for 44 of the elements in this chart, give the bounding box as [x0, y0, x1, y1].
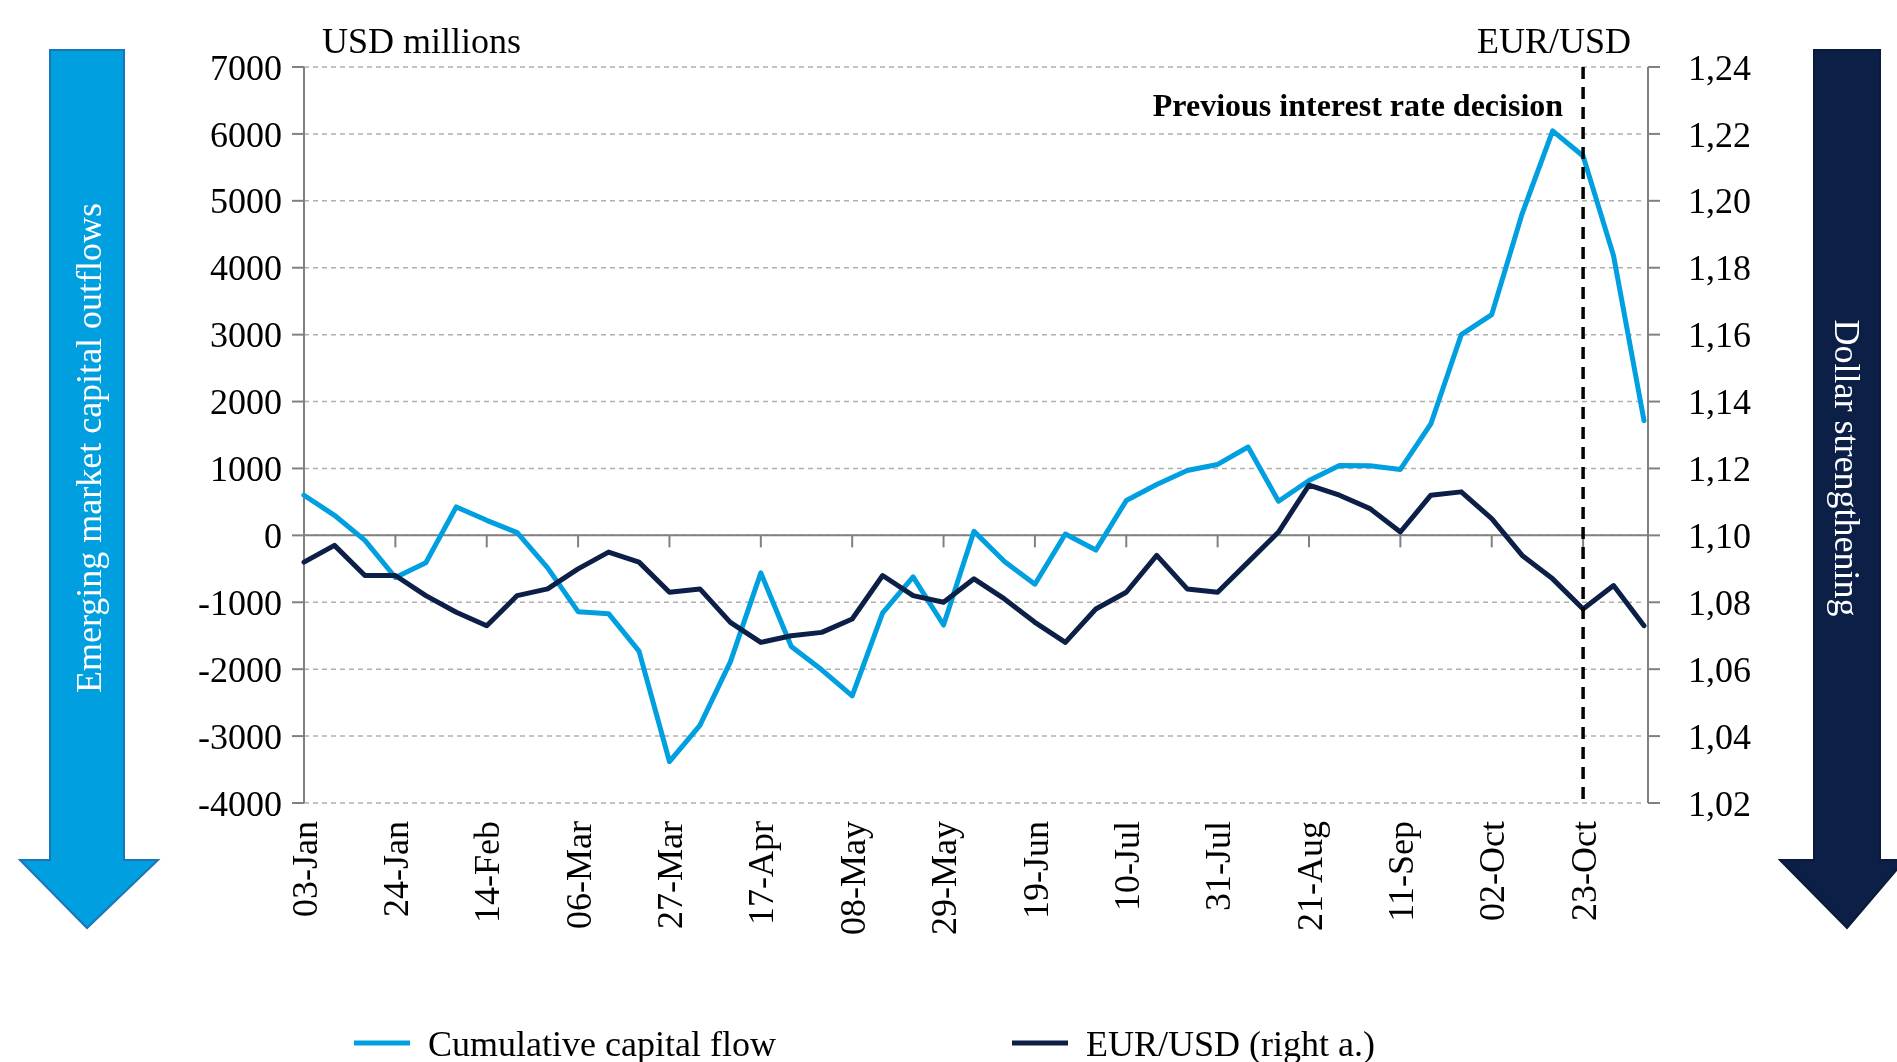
y-tick-label: -4000	[198, 783, 282, 824]
x-tick-label: 06-Mar	[558, 820, 599, 929]
y-tick-label: -3000	[198, 716, 282, 757]
x-tick-label: 02-Oct	[1472, 821, 1513, 921]
text: Dollar strengthening	[1827, 319, 1868, 617]
x-tick-label: 29-May	[924, 821, 965, 935]
y2-tick-label: 1,12	[1688, 449, 1751, 490]
ref-line-label: Previous interest rate decision	[1152, 87, 1564, 124]
text: Emerging market capital outflows	[68, 202, 109, 694]
y2-tick-label: 1,08	[1688, 582, 1751, 623]
y2-tick-label: 1,10	[1688, 515, 1751, 556]
y-tick-label: 3000	[210, 315, 282, 356]
y-tick-label: 2000	[210, 382, 282, 423]
x-tick-label: 17-Apr	[741, 821, 782, 925]
y-tick-label: 6000	[210, 114, 282, 155]
x-tick-label: 21-Aug	[1289, 821, 1330, 931]
x-tick-label: 11-Sep	[1380, 821, 1421, 922]
x-tick-label: 10-Jul	[1106, 821, 1147, 911]
y2-tick-label: 1,06	[1688, 649, 1751, 690]
y-tick-label: 4000	[210, 248, 282, 289]
y2-tick-label: 1,04	[1688, 716, 1751, 757]
x-tick-label: 23-Oct	[1563, 821, 1604, 921]
x-tick-label: 27-Mar	[650, 820, 691, 929]
y2-axis-title: EUR/USD	[1476, 21, 1631, 61]
x-tick-label: 31-Jul	[1198, 821, 1239, 911]
y2-tick-label: 1,18	[1688, 248, 1751, 289]
y2-tick-label: 1,22	[1688, 114, 1751, 155]
x-tick-label: 19-Jun	[1015, 821, 1056, 919]
y-tick-label: 1000	[210, 449, 282, 490]
y-tick-label: -1000	[198, 582, 282, 623]
x-tick-label: 14-Feb	[467, 821, 508, 923]
y2-tick-label: 1,24	[1688, 47, 1751, 88]
y-tick-label: -2000	[198, 649, 282, 690]
y2-tick-label: 1,14	[1688, 382, 1751, 423]
y-tick-label: 7000	[210, 47, 282, 88]
y2-tick-label: 1,20	[1688, 181, 1751, 222]
x-tick-label: 03-Jan	[284, 821, 325, 917]
x-tick-label: 08-May	[832, 821, 873, 935]
y-axis-title: USD millions	[322, 21, 522, 61]
y2-tick-label: 1,02	[1688, 783, 1751, 824]
y2-tick-label: 1,16	[1688, 315, 1751, 356]
x-tick-label: 24-Jan	[375, 821, 416, 917]
y-tick-label: 5000	[210, 181, 282, 222]
y-tick-label: 0	[264, 515, 282, 556]
